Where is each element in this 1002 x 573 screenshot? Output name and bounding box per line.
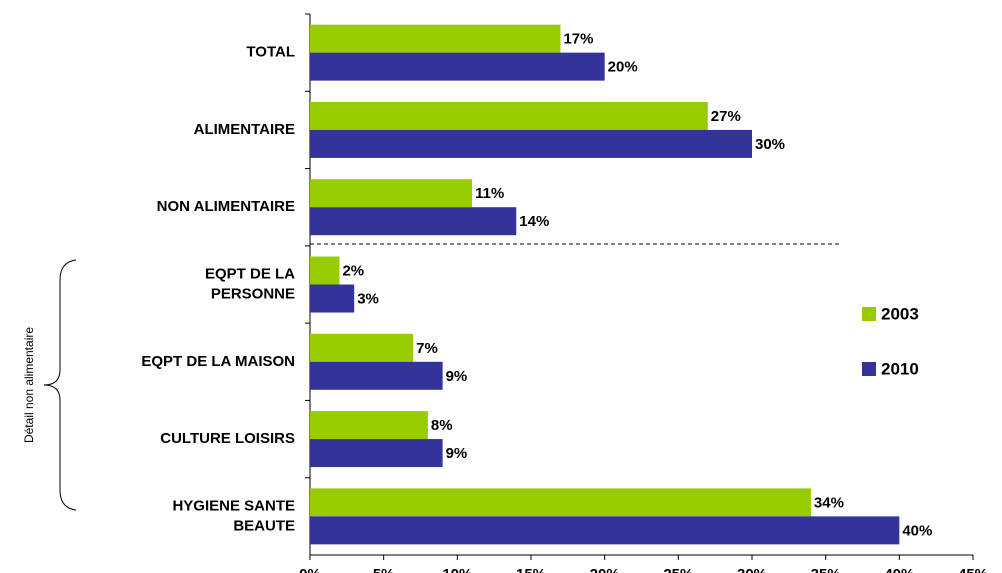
brace [43,259,77,511]
x-tick-label: 5% [373,566,395,573]
x-tick-label: 0% [299,566,321,573]
bar [310,516,900,545]
y-tick-label: HYGIENE SANTE BEAUTE [172,497,295,534]
value-label: 9% [446,368,468,385]
value-label: 17% [563,31,593,48]
value-label: 14% [519,213,549,230]
value-label: 27% [711,108,741,125]
y-tick-label: TOTAL [246,44,295,61]
y-tick-label: ALIMENTAIRE [194,121,295,138]
bar [310,361,443,390]
annotation: Détail non alimentaire [22,327,36,443]
x-tick-label: 35% [811,566,841,573]
value-label: 30% [755,136,785,153]
value-label: 9% [446,445,468,462]
x-tick-label: 10% [442,566,472,573]
value-label: 7% [416,340,438,357]
bar [310,439,443,468]
bar [310,24,561,53]
legend-swatch [862,307,876,321]
value-label: 34% [814,494,844,511]
legend-swatch [862,362,876,376]
value-label: 11% [475,185,504,202]
value-label: 8% [431,417,453,434]
x-tick-label: 15% [516,566,546,573]
x-tick-label: 20% [590,566,620,573]
y-tick-label: EQPT DE LA PERSONNE [205,265,295,302]
value-label: 40% [902,522,932,539]
y-tick-label: EQPT DE LA MAISON [141,353,295,370]
bar [310,101,708,130]
value-label: 2% [342,262,364,279]
legend-label: 2010 [881,359,919,378]
x-tick-label: 40% [884,566,914,573]
y-tick-label: CULTURE LOISIRS [160,430,295,447]
bar [310,129,752,158]
y-tick-label: NON ALIMENTAIRE [157,198,295,215]
bar [310,179,473,208]
bar [310,284,355,313]
legend-label: 2003 [881,304,919,323]
bar [310,488,811,517]
bar [310,207,517,236]
value-label: 20% [608,59,638,76]
bar [310,333,414,362]
bar [310,52,605,81]
value-label: 3% [357,290,379,307]
x-tick-label: 30% [737,566,767,573]
x-tick-label: 45% [958,566,988,573]
bar [310,411,428,440]
x-tick-label: 25% [663,566,693,573]
bar [310,256,340,285]
